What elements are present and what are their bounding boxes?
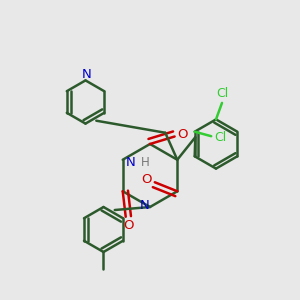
Text: O: O (124, 219, 134, 232)
Text: Cl: Cl (217, 86, 229, 100)
Text: N: N (140, 199, 149, 212)
Text: O: O (141, 173, 152, 186)
Text: Cl: Cl (215, 130, 227, 144)
Text: H: H (141, 156, 150, 169)
Text: O: O (178, 128, 188, 142)
Text: N: N (82, 68, 92, 82)
Text: N: N (125, 156, 135, 169)
